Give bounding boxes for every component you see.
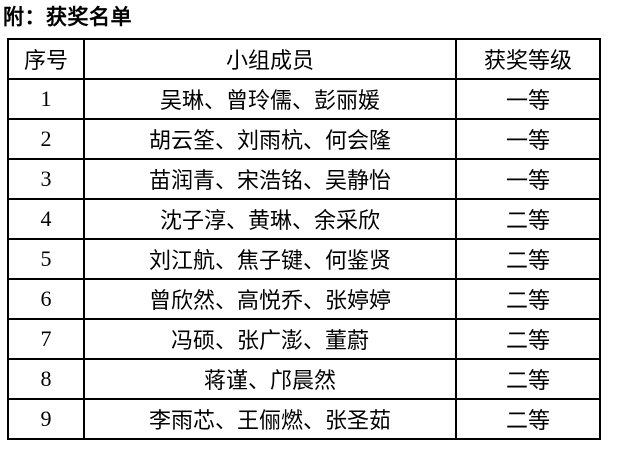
members-cell: 苗润青、宋浩铭、吴静怡	[83, 158, 457, 200]
award-level-cell: 一等	[455, 158, 601, 200]
serial-number-cell: 9	[7, 398, 85, 440]
members-cell: 胡云筌、刘雨杭、何会隆	[83, 118, 457, 160]
serial-number-cell: 6	[7, 278, 85, 320]
serial-number-cell: 8	[7, 358, 85, 400]
table-row: 7 冯硕、张广澎、董蔚 二等	[7, 318, 601, 360]
award-level-cell: 二等	[455, 358, 601, 400]
serial-number-cell: 4	[7, 198, 85, 240]
members-cell: 刘江航、焦子键、何鉴贤	[83, 238, 457, 280]
table-row: 1 吴琳、曾玲儒、彭丽媛 一等	[7, 78, 601, 120]
header-award-level: 获奖等级	[455, 38, 601, 80]
members-cell: 吴琳、曾玲儒、彭丽媛	[83, 78, 457, 120]
serial-number-cell: 3	[7, 158, 85, 200]
award-level-cell: 二等	[455, 278, 601, 320]
table-row: 8 蒋谨、邝晨然 二等	[7, 358, 601, 400]
table-row: 3 苗润青、宋浩铭、吴静怡 一等	[7, 158, 601, 200]
award-level-cell: 二等	[455, 238, 601, 280]
members-cell: 曾欣然、高悦乔、张婷婷	[83, 278, 457, 320]
members-cell: 蒋谨、邝晨然	[83, 358, 457, 400]
award-level-cell: 一等	[455, 78, 601, 120]
table-row: 2 胡云筌、刘雨杭、何会隆 一等	[7, 118, 601, 160]
table-row: 4 沈子淳、黄琳、余采欣 二等	[7, 198, 601, 240]
members-cell: 李雨芯、王俪燃、张圣茹	[83, 398, 457, 440]
serial-number-cell: 2	[7, 118, 85, 160]
page-title: 附：获奖名单	[3, 5, 132, 29]
serial-number-cell: 5	[7, 238, 85, 280]
members-cell: 沈子淳、黄琳、余采欣	[83, 198, 457, 240]
members-cell: 冯硕、张广澎、董蔚	[83, 318, 457, 360]
serial-number-cell: 1	[7, 78, 85, 120]
table-row: 5 刘江航、焦子键、何鉴贤 二等	[7, 238, 601, 280]
award-level-cell: 二等	[455, 198, 601, 240]
header-serial-number: 序号	[7, 38, 85, 80]
header-group-members: 小组成员	[83, 38, 457, 80]
award-table: 序号 小组成员 获奖等级 1 吴琳、曾玲儒、彭丽媛 一等 2 胡云筌、刘雨杭、何…	[7, 38, 601, 440]
serial-number-cell: 7	[7, 318, 85, 360]
table-row: 9 李雨芯、王俪燃、张圣茹 二等	[7, 398, 601, 440]
award-level-cell: 二等	[455, 318, 601, 360]
award-level-cell: 一等	[455, 118, 601, 160]
table-row: 6 曾欣然、高悦乔、张婷婷 二等	[7, 278, 601, 320]
award-level-cell: 二等	[455, 398, 601, 440]
table-header-row: 序号 小组成员 获奖等级	[7, 38, 601, 80]
